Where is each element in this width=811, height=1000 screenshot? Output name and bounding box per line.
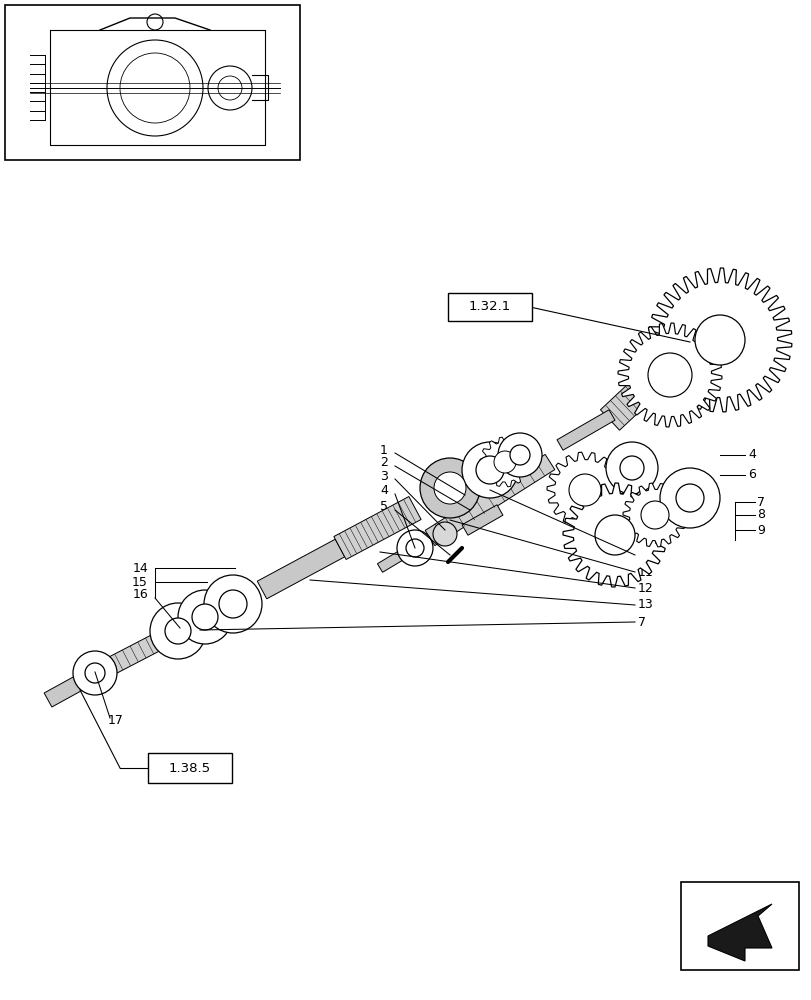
Polygon shape xyxy=(556,410,614,450)
FancyBboxPatch shape xyxy=(148,753,232,783)
Circle shape xyxy=(647,353,691,397)
Polygon shape xyxy=(562,483,666,587)
Text: 17: 17 xyxy=(108,714,124,726)
Text: 1.32.1: 1.32.1 xyxy=(468,300,510,314)
Text: 4: 4 xyxy=(747,448,755,462)
Circle shape xyxy=(85,663,105,683)
Polygon shape xyxy=(425,454,554,546)
Circle shape xyxy=(569,474,600,506)
Bar xyxy=(5,5,299,160)
Circle shape xyxy=(178,590,232,644)
Text: 7: 7 xyxy=(756,495,764,508)
Text: 1: 1 xyxy=(380,444,388,456)
Text: 10: 10 xyxy=(637,548,653,562)
Text: 1.38.5: 1.38.5 xyxy=(169,762,211,774)
Circle shape xyxy=(475,456,504,484)
Polygon shape xyxy=(377,534,432,572)
Polygon shape xyxy=(547,452,622,528)
Circle shape xyxy=(594,515,634,555)
Text: 6: 6 xyxy=(747,468,755,482)
Text: 13: 13 xyxy=(637,598,653,611)
Text: 3: 3 xyxy=(380,470,388,483)
Text: 16: 16 xyxy=(132,588,148,601)
Circle shape xyxy=(640,501,668,529)
Circle shape xyxy=(509,445,530,465)
Polygon shape xyxy=(479,437,530,487)
Circle shape xyxy=(676,484,703,512)
Polygon shape xyxy=(707,904,771,961)
Text: 8: 8 xyxy=(756,508,764,522)
Circle shape xyxy=(204,575,262,633)
Text: 4: 4 xyxy=(380,485,388,497)
Circle shape xyxy=(620,456,643,480)
Polygon shape xyxy=(461,505,502,535)
Circle shape xyxy=(493,451,515,473)
Polygon shape xyxy=(84,630,169,686)
Text: 2: 2 xyxy=(380,456,388,470)
Circle shape xyxy=(150,603,206,659)
Circle shape xyxy=(694,315,744,365)
Circle shape xyxy=(165,618,191,644)
Text: 15: 15 xyxy=(132,576,148,588)
Circle shape xyxy=(432,522,457,546)
Circle shape xyxy=(605,442,657,494)
Text: 12: 12 xyxy=(637,582,653,594)
Polygon shape xyxy=(257,539,345,599)
Circle shape xyxy=(497,433,541,477)
Circle shape xyxy=(406,539,423,557)
FancyBboxPatch shape xyxy=(448,293,531,321)
Circle shape xyxy=(419,458,479,518)
Text: 5: 5 xyxy=(380,500,388,514)
Circle shape xyxy=(397,530,432,566)
Text: 7: 7 xyxy=(637,615,646,629)
Bar xyxy=(680,882,798,970)
Text: 11: 11 xyxy=(637,566,653,578)
Circle shape xyxy=(219,590,247,618)
Circle shape xyxy=(73,651,117,695)
Polygon shape xyxy=(333,497,421,559)
Circle shape xyxy=(433,472,466,504)
Polygon shape xyxy=(647,268,791,412)
Circle shape xyxy=(659,468,719,528)
Polygon shape xyxy=(622,483,686,547)
Circle shape xyxy=(191,604,217,630)
Polygon shape xyxy=(44,671,92,707)
Polygon shape xyxy=(599,335,699,430)
Circle shape xyxy=(461,442,517,498)
Text: 14: 14 xyxy=(132,562,148,574)
Text: 9: 9 xyxy=(756,524,764,536)
Polygon shape xyxy=(617,323,721,427)
